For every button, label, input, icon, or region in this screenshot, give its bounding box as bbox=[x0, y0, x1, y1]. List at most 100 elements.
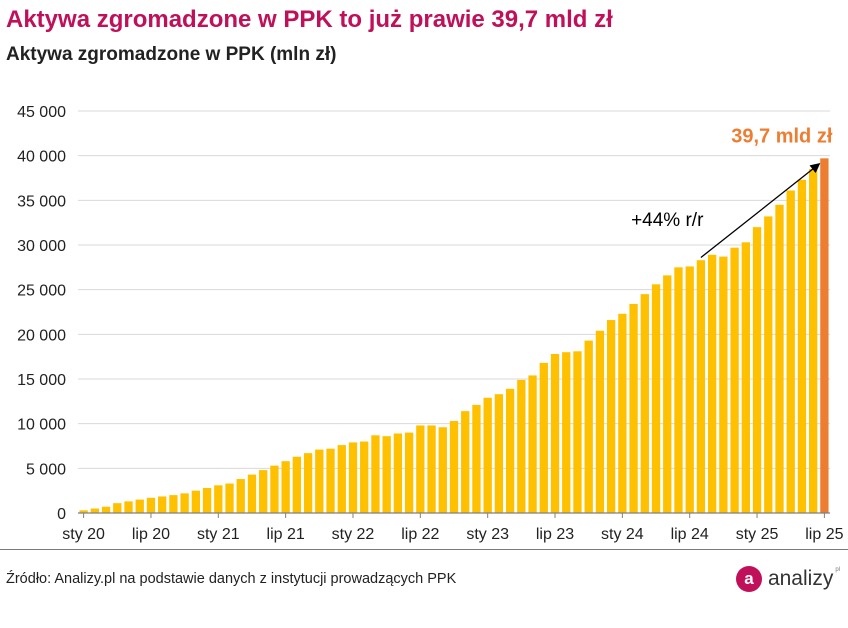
bar bbox=[517, 379, 526, 513]
bar bbox=[101, 506, 111, 513]
bar bbox=[730, 247, 739, 513]
bar bbox=[427, 425, 436, 513]
chart-title: Aktywa zgromadzone w PPK to już prawie 3… bbox=[6, 6, 613, 33]
bar bbox=[202, 487, 212, 513]
trend-label: +44% r/r bbox=[631, 210, 704, 231]
x-tick-label: lip 25 bbox=[805, 526, 843, 543]
x-tick-label: lip 23 bbox=[536, 526, 574, 543]
bar bbox=[606, 320, 616, 513]
x-tick-label: sty 20 bbox=[62, 526, 105, 543]
bar bbox=[135, 499, 144, 513]
bar bbox=[236, 479, 245, 513]
bar bbox=[113, 503, 122, 513]
footer-divider bbox=[0, 549, 848, 550]
y-tick-label: 25 000 bbox=[17, 283, 66, 300]
bar bbox=[404, 432, 414, 513]
bars bbox=[79, 158, 829, 514]
bar bbox=[360, 441, 369, 513]
bar bbox=[79, 510, 88, 513]
y-tick-label: 0 bbox=[57, 506, 66, 523]
logo-mark-icon: a bbox=[735, 566, 762, 592]
bar bbox=[247, 474, 257, 513]
bar bbox=[371, 435, 380, 513]
x-tick-label: sty 21 bbox=[197, 526, 240, 543]
y-tick-label: 10 000 bbox=[17, 417, 66, 434]
bar bbox=[158, 496, 167, 513]
bar bbox=[708, 254, 717, 513]
x-tick-label: sty 22 bbox=[332, 526, 375, 543]
x-tick-label: lip 21 bbox=[267, 526, 305, 543]
bar bbox=[90, 508, 99, 513]
bar bbox=[146, 497, 156, 513]
bar bbox=[326, 448, 335, 513]
bar bbox=[809, 169, 818, 513]
bar bbox=[674, 267, 683, 513]
bar bbox=[303, 453, 313, 513]
bar bbox=[214, 485, 223, 513]
gridlines bbox=[78, 110, 830, 469]
bar bbox=[225, 483, 234, 513]
x-tick-label: lip 22 bbox=[401, 526, 439, 543]
bar bbox=[337, 445, 346, 513]
bar bbox=[528, 375, 537, 513]
bar bbox=[416, 425, 425, 513]
y-axis-ticks: 0 5 000 10 000 15 000 20 000 25 000 30 000 35 0… bbox=[17, 104, 66, 523]
bar bbox=[315, 449, 324, 513]
chart-subtitle: Aktywa zgromadzone w PPK (mln zł) bbox=[6, 44, 337, 65]
x-tick-label: sty 23 bbox=[466, 526, 509, 543]
x-tick-label: lip 24 bbox=[671, 526, 709, 543]
bar bbox=[281, 461, 290, 513]
y-tick-label: 40 000 bbox=[17, 149, 66, 166]
bar bbox=[505, 388, 515, 513]
bar bbox=[685, 266, 694, 513]
x-axis-ticks: sty 20 lip 20 sty 21 lip 21 sty 22 lip 22 sty … bbox=[62, 513, 844, 543]
value-label: 39,7 mld zł bbox=[731, 125, 833, 147]
x-tick-label: sty 25 bbox=[736, 526, 779, 543]
bar bbox=[124, 501, 133, 513]
bar bbox=[618, 313, 627, 513]
x-tick-label: lip 20 bbox=[132, 526, 170, 543]
bar bbox=[382, 436, 391, 513]
logo-superscript: pl bbox=[835, 567, 840, 573]
bar bbox=[629, 303, 638, 513]
bar bbox=[393, 433, 403, 513]
bar bbox=[259, 470, 268, 513]
x-tick-label: sty 24 bbox=[601, 526, 644, 543]
bar bbox=[797, 179, 807, 514]
bar bbox=[461, 411, 470, 513]
bar bbox=[539, 362, 548, 513]
analizy-logo: a analizy pl bbox=[735, 563, 840, 595]
bar bbox=[550, 353, 560, 513]
bar bbox=[584, 340, 593, 513]
y-tick-label: 45 000 bbox=[17, 104, 66, 121]
bar bbox=[663, 275, 672, 513]
bar bbox=[651, 284, 661, 513]
bar bbox=[696, 260, 706, 513]
bar bbox=[741, 242, 750, 513]
bar-highlight bbox=[820, 158, 829, 513]
bar bbox=[348, 442, 358, 513]
bar bbox=[562, 352, 571, 513]
bar bbox=[180, 493, 189, 513]
y-tick-label: 15 000 bbox=[17, 372, 66, 389]
bar bbox=[191, 490, 201, 513]
bar bbox=[786, 190, 795, 513]
bar bbox=[449, 420, 459, 513]
bar bbox=[595, 330, 605, 513]
logo-text: analizy bbox=[767, 567, 834, 590]
bar bbox=[270, 465, 279, 513]
bar bbox=[775, 204, 784, 514]
bar bbox=[573, 351, 582, 513]
bar bbox=[494, 394, 504, 513]
bar bbox=[640, 294, 649, 513]
bar bbox=[764, 216, 773, 513]
bar bbox=[472, 404, 481, 513]
annotations: 39,7 mld zł +44% r/r bbox=[631, 125, 833, 259]
bar bbox=[719, 256, 728, 513]
bar bbox=[752, 227, 762, 513]
bar bbox=[169, 495, 178, 513]
bar bbox=[292, 456, 302, 513]
y-tick-label: 20 000 bbox=[17, 327, 66, 344]
source-note: Źródło: Analizy.pl na podstawie danych z… bbox=[6, 571, 457, 587]
y-tick-label: 30 000 bbox=[17, 238, 66, 255]
